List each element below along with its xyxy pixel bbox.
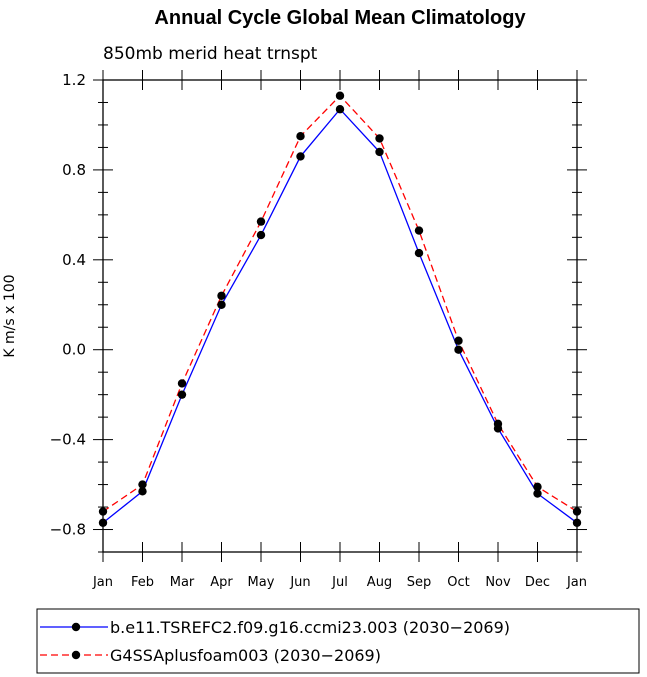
y-tick-label: 0.8 xyxy=(62,161,86,179)
x-tick-label: May xyxy=(248,575,275,590)
data-point-series-1 xyxy=(217,300,226,309)
data-point-series-1 xyxy=(177,390,187,399)
data-point-series-1 xyxy=(454,345,463,354)
legend-label-1: b.e11.TSREFC2.f09.g16.ccmi23.003 (2030−2… xyxy=(110,618,510,637)
x-tick-label: Feb xyxy=(131,575,154,590)
y-axis-label: K m/s x 100 xyxy=(2,274,18,357)
legend-label-2: G4SSAplusfoam003 (2030−2069) xyxy=(110,646,381,665)
data-point-series-1 xyxy=(256,230,266,240)
data-point-series-1 xyxy=(414,248,424,258)
y-tick-label: 1.2 xyxy=(62,71,86,89)
y-tick-label: 0.4 xyxy=(62,251,86,269)
chart-title: Annual Cycle Global Mean Climatology xyxy=(154,7,526,29)
data-point-series-1 xyxy=(138,487,147,496)
data-point-series-2 xyxy=(375,134,384,143)
data-point-series-2 xyxy=(454,336,463,345)
x-tick-label: Mar xyxy=(170,575,195,590)
chart-subtitle: 850mb merid heat trnspt xyxy=(103,44,318,64)
data-point-series-2 xyxy=(533,482,542,492)
data-point-series-2 xyxy=(177,379,187,388)
y-tick-label: 0.0 xyxy=(62,341,86,359)
data-point-series-2 xyxy=(414,226,424,235)
data-point-series-1 xyxy=(572,518,582,527)
legend-marker-2 xyxy=(71,650,81,660)
y-tick-label: −0.4 xyxy=(50,431,86,449)
series-layer xyxy=(98,91,582,527)
y-axis: −0.8 −0.4 0.0 0.4 0.8 1.2 xyxy=(50,71,587,553)
x-tick-label: Apr xyxy=(210,575,233,590)
y-tick-label: −0.8 xyxy=(50,521,86,539)
data-point-series-1 xyxy=(98,518,108,527)
x-axis: Jan Feb Mar Apr May Jun Jul Aug Sep Oct Nov Dec Jan xyxy=(92,70,587,590)
legend: b.e11.TSREFC2.f09.g16.ccmi23.003 (2030−2… xyxy=(40,618,510,665)
x-tick-label: Aug xyxy=(367,575,392,590)
data-point-series-1 xyxy=(296,152,305,161)
plot-frame xyxy=(102,79,578,553)
series-line-2 xyxy=(102,94,578,513)
x-tick-label: Nov xyxy=(485,575,511,590)
series-line-1 xyxy=(102,108,578,524)
x-tick-label: Jul xyxy=(331,575,348,590)
data-point-series-2 xyxy=(335,91,345,100)
data-point-series-2 xyxy=(572,507,582,516)
data-point-series-2 xyxy=(138,480,147,489)
data-point-series-2 xyxy=(493,419,503,429)
legend-marker-1 xyxy=(71,622,81,632)
data-point-series-2 xyxy=(98,507,108,516)
x-tick-label: Oct xyxy=(447,575,469,590)
data-point-series-2 xyxy=(256,217,266,226)
data-point-series-1 xyxy=(335,105,345,114)
x-tick-label: Dec xyxy=(525,575,550,590)
legend-box xyxy=(36,608,640,674)
data-point-series-2 xyxy=(296,131,305,141)
data-point-series-1 xyxy=(533,489,542,498)
x-tick-label: Jan xyxy=(92,575,113,590)
x-tick-label: Jun xyxy=(289,575,310,590)
data-point-series-1 xyxy=(375,147,384,157)
x-tick-label: Sep xyxy=(407,575,432,590)
data-point-series-2 xyxy=(217,291,226,300)
x-tick-label: Jan xyxy=(566,575,587,590)
